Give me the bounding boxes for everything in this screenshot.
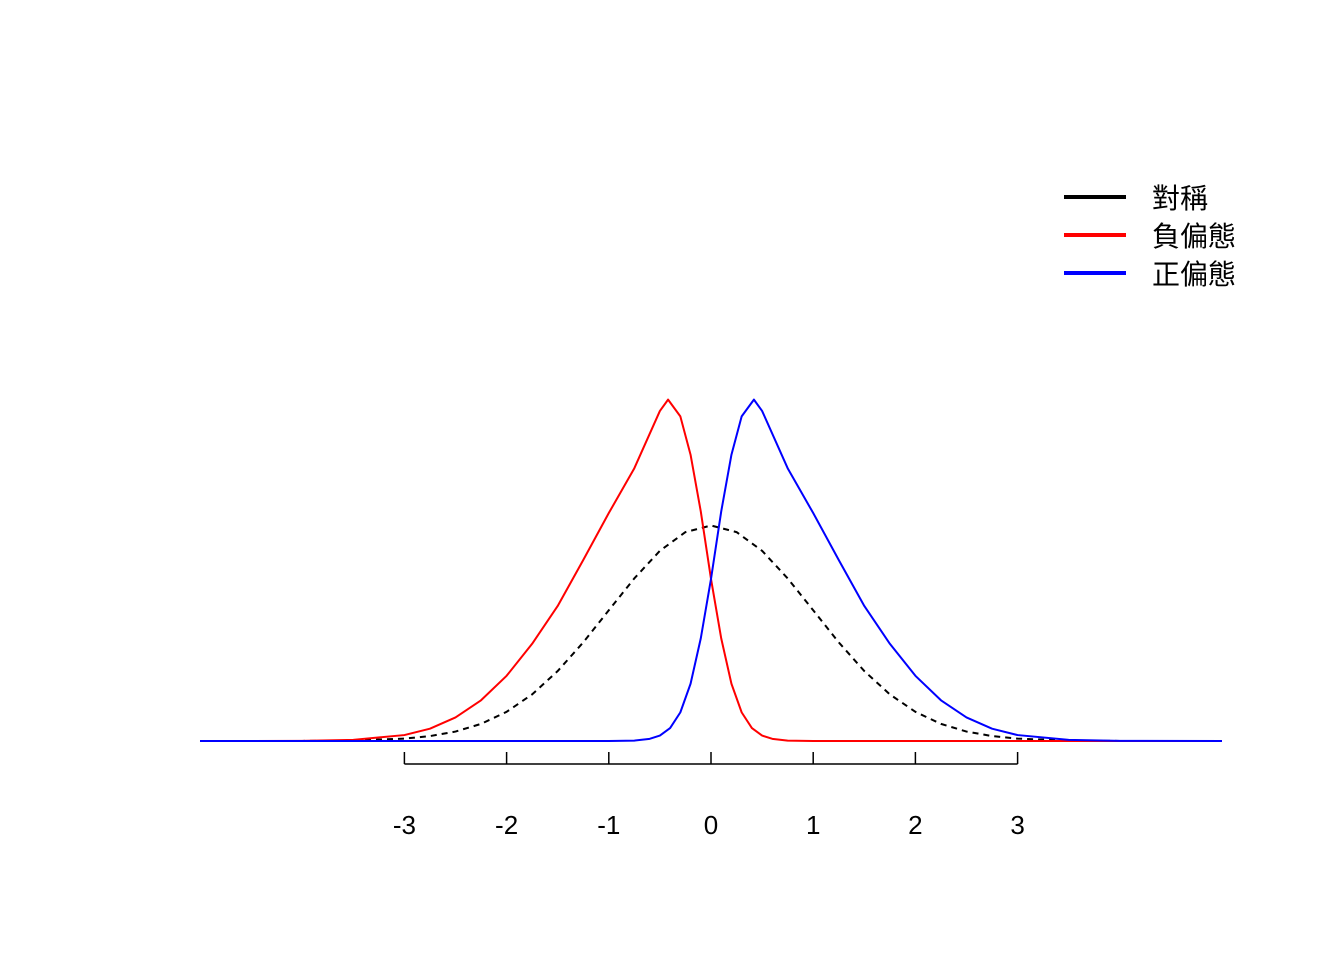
x-tick-label-6: 3 <box>1010 810 1024 840</box>
series-line-2 <box>199 398 1222 742</box>
curves-layer <box>199 398 1223 742</box>
series-line-3 <box>200 398 1223 742</box>
x-tick-label-3: 0 <box>704 810 718 840</box>
series-line-1 <box>199 524 1223 742</box>
legend-label-3: 正偏態 <box>1152 258 1236 291</box>
x-tick-label-5: 2 <box>908 810 922 840</box>
x-axis: -3 -2 -1 0 1 2 3 <box>393 752 1025 840</box>
x-tick-label-0: -3 <box>393 810 416 840</box>
x-tick-label-4: 1 <box>806 810 820 840</box>
x-tick-label-2: -1 <box>597 810 620 840</box>
x-tick-label-1: -2 <box>495 810 518 840</box>
legend-label-2: 負偏態 <box>1152 220 1236 253</box>
legend-label-1: 對稱 <box>1152 182 1208 215</box>
